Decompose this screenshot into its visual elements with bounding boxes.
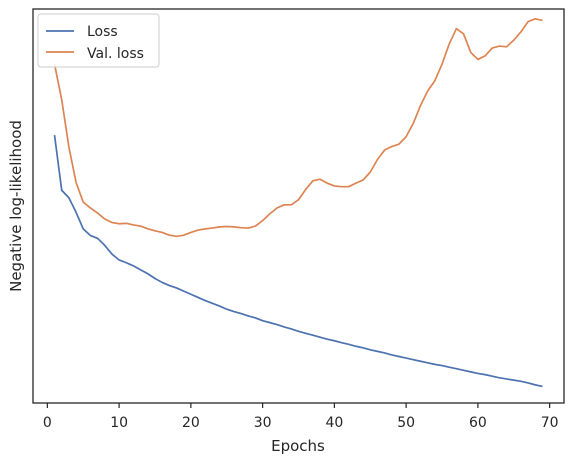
x-tick-label: 0 — [43, 415, 52, 431]
legend-box — [37, 13, 160, 68]
legend-label-val-loss: Val. loss — [87, 46, 144, 62]
y-axis-title: Negative log-likelihood — [7, 120, 25, 292]
series-line-loss — [53, 134, 543, 388]
x-tick-label: 70 — [541, 415, 559, 431]
plot-frame — [32, 8, 565, 404]
x-axis-title: Epochs — [271, 437, 325, 455]
series-line-val-loss — [53, 18, 543, 238]
x-tick-label: 10 — [110, 415, 128, 431]
x-tick-label: 60 — [469, 415, 487, 431]
x-tick-label: 50 — [397, 415, 415, 431]
x-axis-ticks: 0 10 20 30 40 50 60 70 — [43, 403, 559, 431]
legend-label-loss: Loss — [87, 24, 118, 40]
x-tick-label: 30 — [254, 415, 272, 431]
x-tick-label: 40 — [325, 415, 343, 431]
legend: Loss Val. loss — [37, 13, 160, 68]
series-layer — [53, 18, 543, 388]
x-tick-label: 20 — [182, 415, 200, 431]
